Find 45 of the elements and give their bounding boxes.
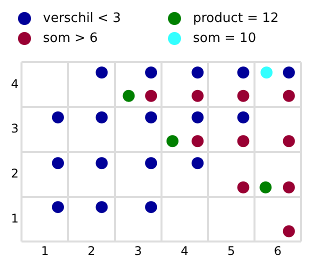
x-tick-label: 1 [41, 244, 49, 258]
y-tick-label: 4 [10, 76, 19, 91]
point [237, 111, 250, 124]
point [192, 90, 204, 102]
point [145, 201, 158, 214]
point [282, 181, 295, 194]
point [145, 90, 158, 102]
point [145, 157, 158, 170]
y-tick-label: 3 [10, 122, 19, 136]
point [192, 135, 204, 148]
legend-label: som = 10 [193, 30, 256, 46]
legend-label: product = 12 [193, 10, 279, 26]
x-tick-label: 4 [180, 244, 188, 258]
legend-label: som > 6 [43, 30, 98, 46]
point [96, 157, 108, 170]
x-tick-label: 6 [274, 244, 282, 258]
point [282, 90, 295, 102]
point [282, 225, 295, 238]
point [52, 111, 64, 124]
point [96, 111, 108, 124]
legend-label: verschil < 3 [43, 10, 121, 26]
point [145, 66, 158, 79]
point [192, 111, 204, 124]
point [96, 201, 108, 214]
point [52, 201, 64, 214]
point [260, 66, 273, 79]
y-tick-label: 1 [10, 211, 19, 226]
point [122, 90, 135, 102]
point [192, 66, 204, 79]
x-tick-label: 5 [227, 244, 235, 258]
point [237, 90, 250, 102]
point [282, 135, 295, 148]
point [145, 111, 158, 124]
y-tick-label: 2 [10, 166, 19, 180]
x-tick-label: 2 [88, 244, 96, 258]
point [166, 135, 178, 148]
point [237, 181, 250, 194]
point [96, 66, 108, 79]
point [192, 157, 204, 170]
x-tick-label: 3 [134, 244, 142, 258]
point [260, 181, 272, 194]
point [237, 135, 250, 148]
point [52, 157, 64, 170]
point [237, 66, 250, 79]
point [282, 66, 295, 79]
